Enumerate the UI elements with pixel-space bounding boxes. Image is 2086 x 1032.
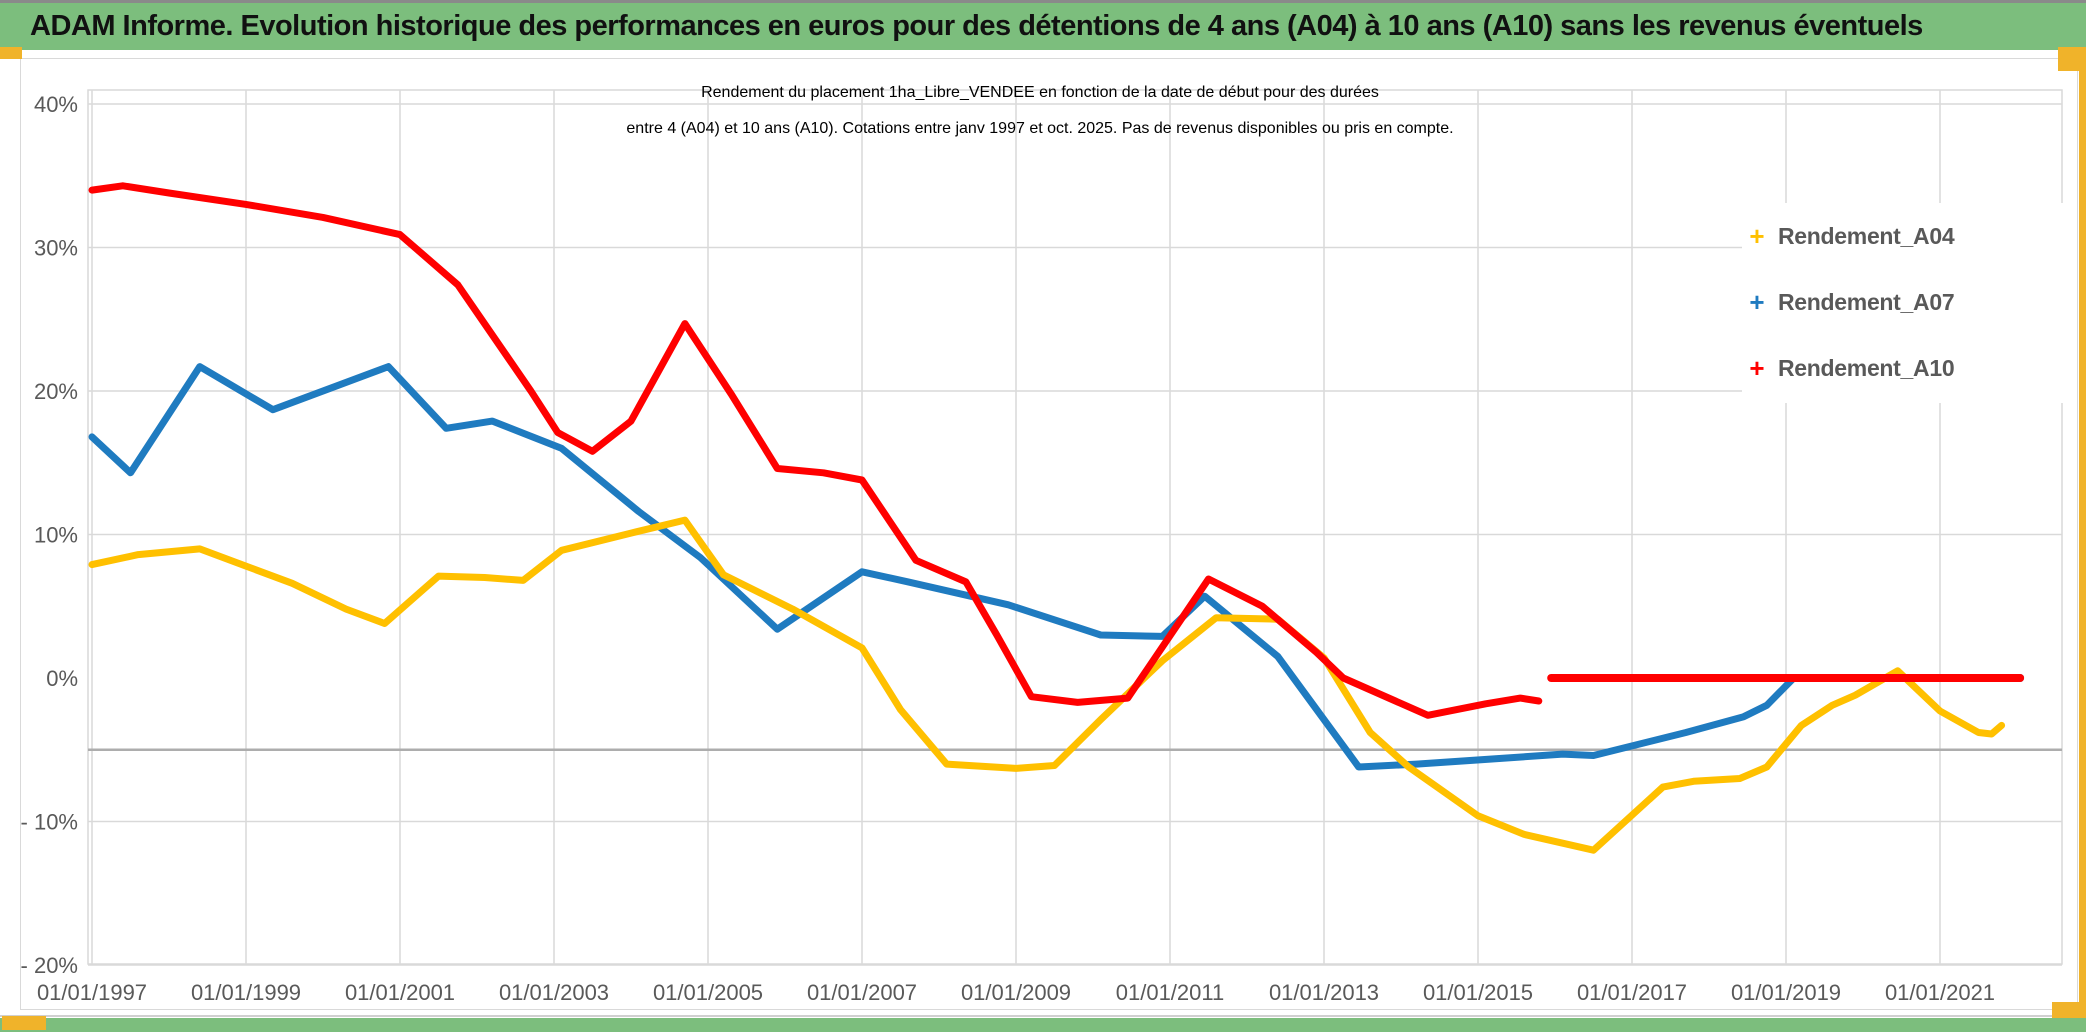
x-axis-tick-label: 01/01/2001 [345, 980, 455, 1005]
x-axis-tick-label: 01/01/2015 [1423, 980, 1533, 1005]
x-axis-tick-label: 01/01/2007 [807, 980, 917, 1005]
x-axis-tick-label: 01/01/1999 [191, 980, 301, 1005]
legend-marker-a10-plus-icon: + [1749, 353, 1765, 383]
x-axis-tick-label: 01/01/2011 [1116, 980, 1224, 1005]
y-axis-tick-label: 30% [34, 236, 78, 261]
legend-item-a07[interactable]: + Rendement_A07 [1742, 269, 2072, 335]
legend-item-a10[interactable]: + Rendement_A10 [1742, 335, 2072, 401]
x-axis-tick-label: 01/01/2013 [1269, 980, 1379, 1005]
page-title: ADAM Informe. Evolution historique des p… [30, 10, 1923, 42]
x-axis-tick-label: 01/01/2017 [1577, 980, 1687, 1005]
y-axis-tick-label: 40% [34, 92, 78, 117]
bottom-divider [0, 1015, 2086, 1017]
x-axis-tick-label: 01/01/2021 [1885, 980, 1995, 1005]
series-line-rendement_a07 [88, 363, 1798, 771]
y-axis-tick-label: 0% [46, 666, 78, 691]
accent-bottom-left [2, 1016, 46, 1030]
chart-legend: + Rendement_A04 + Rendement_A07 + Rendem… [1742, 203, 2072, 403]
bottom-bar [0, 1018, 2086, 1032]
header-bar: ADAM Informe. Evolution historique des p… [0, 3, 2086, 50]
accent-top-left [0, 47, 22, 59]
window-top-border [0, 0, 2086, 3]
chart-title-line1: Rendement du placement 1ha_Libre_VENDEE … [701, 84, 1379, 101]
x-axis-tick-label: 01/01/2009 [961, 980, 1071, 1005]
x-axis-tick-label: 01/01/2003 [499, 980, 609, 1005]
chart-title: Rendement du placement 1ha_Libre_VENDEE … [190, 84, 1890, 138]
legend-label-a04: Rendement_A04 [1778, 222, 1955, 249]
y-axis-tick-label: 20% [34, 379, 78, 404]
legend-marker-a04-plus-icon: + [1749, 221, 1765, 251]
x-axis-tick-label: 01/01/2005 [653, 980, 763, 1005]
accent-right-strip [2079, 47, 2086, 1018]
x-axis-tick-label: 01/01/1997 [37, 980, 147, 1005]
chart-title-line2: entre 4 (A04) et 10 ans (A10). Cotations… [626, 120, 1454, 137]
plot-area-border [87, 89, 2063, 965]
series-line-rendement_a04 [88, 516, 2006, 854]
accent-bottom-right [2052, 1002, 2086, 1018]
legend-label-a10: Rendement_A10 [1778, 354, 1955, 381]
x-axis-tick-label: 01/01/2019 [1731, 980, 1841, 1005]
y-axis-tick-label: 10% [34, 523, 78, 548]
series-line-rendement_a10 [88, 182, 1543, 719]
legend-marker-a07-plus-icon: + [1749, 287, 1765, 317]
y-axis-tick-label: - 10% [21, 810, 78, 835]
legend-label-a07: Rendement_A07 [1778, 288, 1955, 315]
y-axis-tick-label: - 20% [21, 953, 78, 978]
legend-item-a04[interactable]: + Rendement_A04 [1742, 203, 2072, 269]
